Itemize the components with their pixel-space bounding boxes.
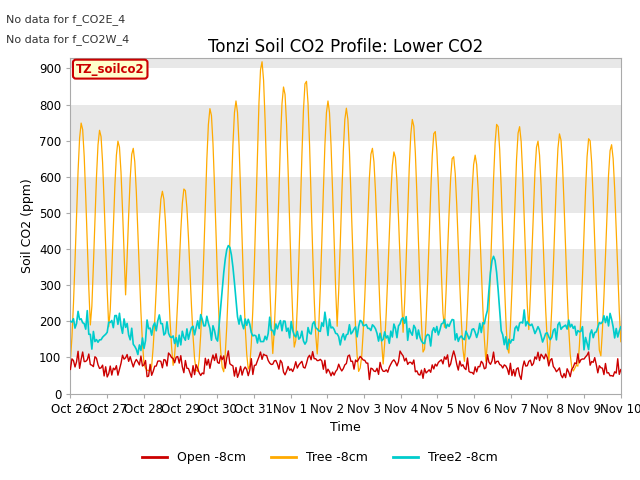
- Y-axis label: Soil CO2 (ppm): Soil CO2 (ppm): [20, 178, 33, 273]
- Legend: Open -8cm, Tree -8cm, Tree2 -8cm: Open -8cm, Tree -8cm, Tree2 -8cm: [137, 446, 503, 469]
- Bar: [70, 285, 621, 321]
- Tree -8cm: [261, 118, 269, 124]
- Tree2 -8cm: [234, 314, 241, 320]
- X-axis label: Time: Time: [330, 421, 361, 434]
- Tree -8cm: [310, 295, 318, 301]
- Bar: [70, 69, 621, 105]
- Open -8cm: [617, 367, 625, 372]
- Tree2 -8cm: [134, 352, 141, 358]
- Bar: [70, 249, 621, 285]
- Tree -8cm: [67, 358, 74, 364]
- Tree -8cm: [617, 339, 625, 345]
- Open -8cm: [308, 349, 316, 355]
- Text: TZ_soilco2: TZ_soilco2: [76, 63, 145, 76]
- Open -8cm: [589, 360, 597, 365]
- Open -8cm: [250, 362, 258, 368]
- Tree2 -8cm: [589, 335, 597, 341]
- Tree2 -8cm: [136, 342, 143, 348]
- Tree2 -8cm: [225, 243, 232, 249]
- Tree2 -8cm: [261, 334, 269, 339]
- Tree -8cm: [232, 98, 240, 104]
- Tree2 -8cm: [310, 319, 318, 324]
- Tree -8cm: [258, 59, 266, 65]
- Bar: [70, 321, 621, 358]
- Open -8cm: [134, 359, 141, 365]
- Bar: [70, 358, 621, 394]
- Tree2 -8cm: [617, 324, 625, 330]
- Text: No data for f_CO2E_4: No data for f_CO2E_4: [6, 14, 125, 25]
- Tree -8cm: [250, 261, 258, 267]
- Title: Tonzi Soil CO2 Profile: Lower CO2: Tonzi Soil CO2 Profile: Lower CO2: [208, 38, 483, 56]
- Open -8cm: [365, 377, 373, 383]
- Bar: [70, 32, 621, 69]
- Bar: [70, 141, 621, 177]
- Open -8cm: [225, 348, 232, 354]
- Bar: [70, 105, 621, 141]
- Tree2 -8cm: [67, 318, 74, 324]
- Text: No data for f_CO2W_4: No data for f_CO2W_4: [6, 34, 130, 45]
- Tree -8cm: [589, 196, 597, 202]
- Open -8cm: [67, 367, 74, 372]
- Line: Open -8cm: Open -8cm: [70, 351, 621, 380]
- Line: Tree -8cm: Tree -8cm: [70, 62, 621, 372]
- Tree -8cm: [220, 369, 228, 374]
- Bar: [70, 213, 621, 249]
- Line: Tree2 -8cm: Tree2 -8cm: [70, 246, 621, 355]
- Tree2 -8cm: [252, 333, 260, 339]
- Open -8cm: [260, 351, 268, 357]
- Tree -8cm: [134, 229, 141, 235]
- Open -8cm: [232, 365, 240, 371]
- Bar: [70, 177, 621, 213]
